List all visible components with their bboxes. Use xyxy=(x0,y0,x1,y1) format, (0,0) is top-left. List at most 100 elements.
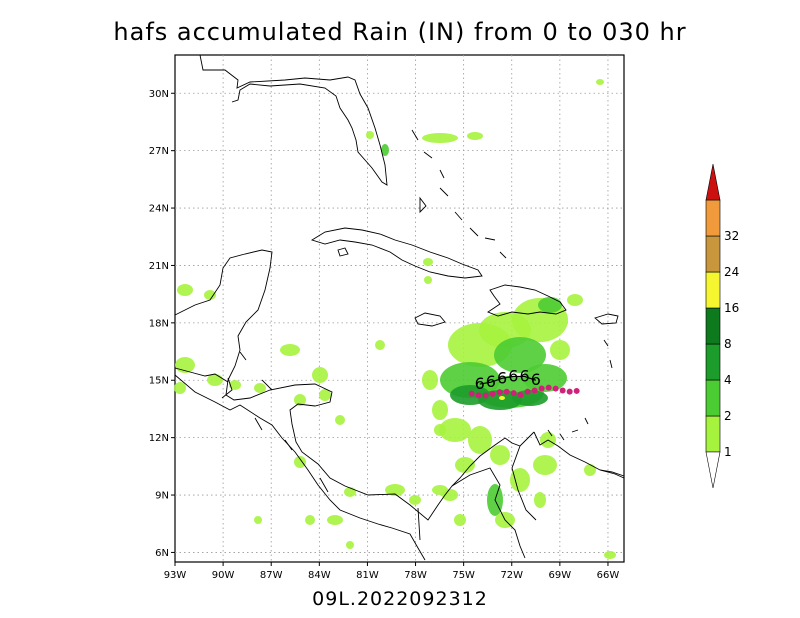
rain-area xyxy=(294,394,306,406)
rain-area xyxy=(490,445,510,465)
rain-area xyxy=(204,290,216,300)
rain-area xyxy=(254,516,262,524)
rain-area xyxy=(207,374,223,386)
y-tick-label: 6N xyxy=(155,548,169,559)
track-point xyxy=(545,384,552,391)
colorbar-label: 2 xyxy=(724,409,732,423)
rain-area xyxy=(319,389,331,401)
rain-area xyxy=(366,131,374,139)
rain-area xyxy=(280,344,300,356)
rain-area xyxy=(494,337,546,373)
rain-area xyxy=(434,424,446,436)
yucatan-coast xyxy=(174,249,535,521)
x-tick-label: 93W xyxy=(164,570,187,581)
borders xyxy=(254,379,421,541)
rain-area xyxy=(467,132,483,140)
rain-area xyxy=(533,455,557,475)
y-tick-label: 30N xyxy=(149,89,169,100)
colombia-coast xyxy=(451,431,625,559)
central-america-interior xyxy=(174,351,247,399)
track-point xyxy=(517,391,524,398)
rain-area xyxy=(439,418,471,442)
rain-area xyxy=(534,492,546,508)
x-tick-label: 75W xyxy=(452,570,475,581)
jamaica-coast xyxy=(414,312,446,327)
track-point xyxy=(566,388,573,395)
axis-layer: 93W 90W 87W 84W 81W 78W 75W 72W 69W 66W 6N 9N 12N 15N… xyxy=(149,89,620,581)
rain-layer xyxy=(174,79,616,559)
rain-area xyxy=(538,297,562,313)
rain-area xyxy=(174,382,186,394)
y-tick-label: 18N xyxy=(149,318,169,329)
y-tick-label: 15N xyxy=(149,376,169,387)
rain-area xyxy=(229,380,241,390)
rain-area xyxy=(478,390,522,410)
storm-id-label: 09L.2022092312 xyxy=(312,588,488,610)
rain-area xyxy=(523,364,567,392)
x-tick-label: 66W xyxy=(597,570,620,581)
storm-symbol: 6 xyxy=(475,374,485,393)
colorbar-segment xyxy=(705,271,721,309)
rain-area xyxy=(422,133,458,143)
colorbar-segment xyxy=(705,343,721,381)
coastlines xyxy=(174,54,625,561)
rain-area xyxy=(432,485,448,495)
rain-area xyxy=(375,340,385,350)
chart-title: hafs accumulated Rain (IN) from 0 to 030… xyxy=(113,18,687,46)
rain-area xyxy=(385,484,405,496)
x-tick-label: 84W xyxy=(308,570,331,581)
colorbar-label: 1 xyxy=(724,445,732,459)
track-point xyxy=(538,385,545,392)
track-point xyxy=(524,388,531,395)
rain-area xyxy=(409,495,421,505)
rain-area xyxy=(305,515,315,525)
x-tick-label: 90W xyxy=(212,570,235,581)
track-point xyxy=(475,392,482,399)
track-point xyxy=(468,390,475,397)
storm-symbol: 6 xyxy=(531,370,541,389)
colorbar-max-triangle xyxy=(705,163,721,201)
colorbar-label: 24 xyxy=(724,265,739,279)
rain-area xyxy=(510,468,530,492)
rain-area xyxy=(346,541,354,549)
track-point xyxy=(510,390,517,397)
orinoco xyxy=(511,445,537,521)
rain-area xyxy=(499,396,505,400)
rain-area xyxy=(432,400,448,420)
y-tick-label: 21N xyxy=(149,261,169,272)
rain-area xyxy=(584,464,596,476)
track-point xyxy=(573,387,580,394)
rain-area xyxy=(596,79,604,85)
rain-area xyxy=(327,515,343,525)
rain-area xyxy=(567,294,583,306)
isla-de-juventud xyxy=(337,247,349,257)
y-tick-label: 12N xyxy=(149,433,169,444)
storm-symbol: 6 xyxy=(486,372,496,391)
x-tick-label: 81W xyxy=(356,570,379,581)
rain-area xyxy=(423,258,433,266)
rain-area xyxy=(335,415,345,425)
colorbar-label: 16 xyxy=(724,301,739,315)
x-tick-label: 87W xyxy=(260,570,283,581)
x-tick-label: 72W xyxy=(500,570,523,581)
track-point xyxy=(489,390,496,397)
track-point xyxy=(503,388,510,395)
track-point xyxy=(482,392,489,399)
storm-symbol: 6 xyxy=(519,366,529,385)
rain-area xyxy=(381,144,389,156)
colorbar-segment xyxy=(705,415,721,453)
rain-area xyxy=(312,367,328,383)
rain-area xyxy=(454,514,466,526)
storm-symbol: 6 xyxy=(508,366,518,385)
colorbar-label: 8 xyxy=(724,337,732,351)
colorbar-segment xyxy=(705,307,721,345)
y-tick-label: 24N xyxy=(149,204,169,215)
colorbar-segment xyxy=(705,235,721,273)
puerto-rico-coast xyxy=(594,313,619,325)
track-point xyxy=(496,389,503,396)
rain-area xyxy=(344,487,356,497)
y-tick-label: 9N xyxy=(155,491,169,502)
rain-area xyxy=(177,284,193,296)
